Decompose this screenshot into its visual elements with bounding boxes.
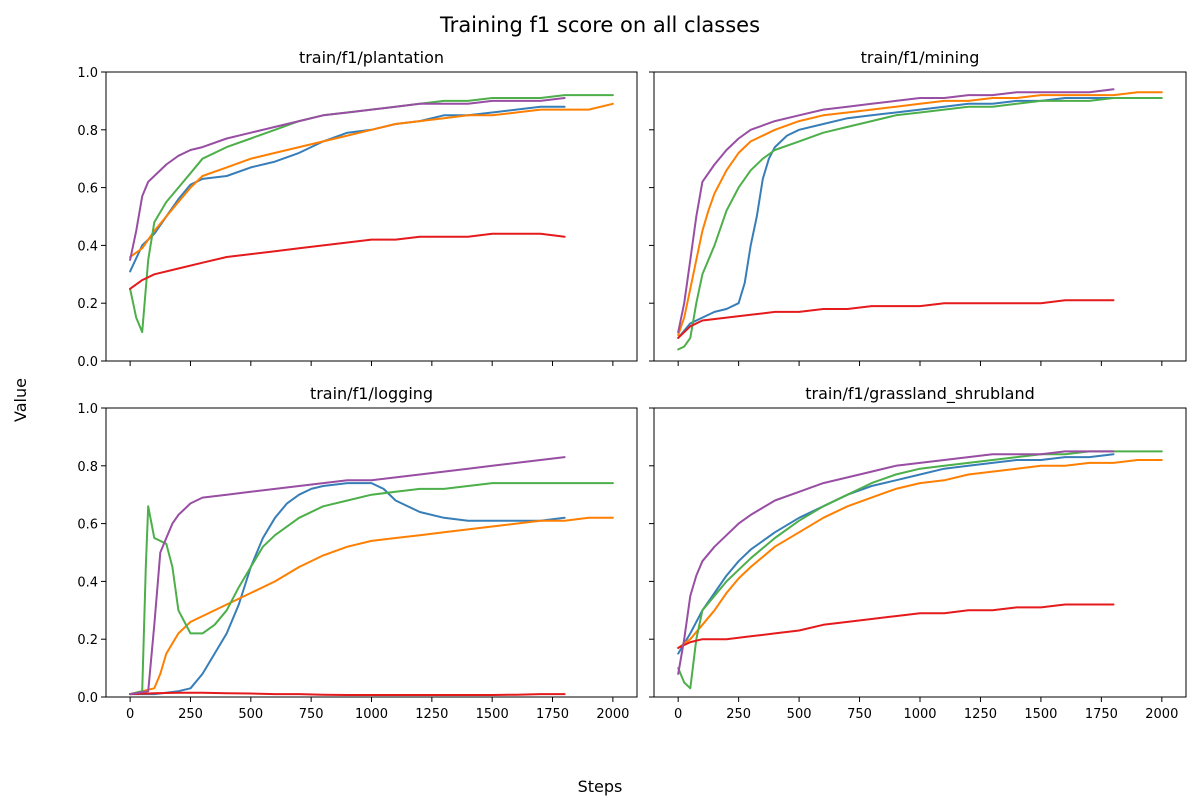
series-line-1 (129, 482, 566, 696)
series-line-2 (677, 459, 1163, 649)
x-tick-label: 1250 (415, 707, 448, 722)
series-line-4 (129, 232, 566, 290)
y-tick-label: 0.8 (77, 124, 98, 139)
subplot-2: train/f1/mining (649, 48, 1187, 366)
x-axis-label: Steps (578, 777, 623, 796)
series-line-5 (129, 456, 566, 696)
series-line-5 (677, 450, 1115, 675)
series-line-4 (129, 691, 566, 696)
x-tick-label: 1000 (903, 707, 936, 722)
x-tick-label: 1750 (1085, 707, 1118, 722)
series-line-1 (677, 97, 1115, 339)
series-line-2 (129, 102, 614, 258)
x-tick-label: 750 (847, 707, 872, 722)
series-line-4 (677, 299, 1115, 339)
series-group (677, 88, 1163, 351)
subplot-4: train/f1/grassland_shrubland 0 250 500 750 10… (649, 384, 1187, 722)
series-line-4 (677, 603, 1115, 649)
x-tick-label: 1250 (964, 707, 997, 722)
y-tick-label: 0.6 (77, 518, 98, 533)
y-tick-label: 0.0 (77, 691, 98, 706)
series-line-1 (677, 453, 1115, 655)
series-line-5 (677, 88, 1115, 334)
series-line-3 (677, 450, 1163, 690)
series-group (129, 456, 614, 696)
y-tick-label: 1.0 (77, 66, 98, 81)
series-line-2 (129, 516, 614, 696)
subplot-title: train/f1/logging (310, 384, 433, 403)
subplot-3: train/f1/logging 0.0 0.2 0.4 0.6 0.8 1.0 0 250 50… (77, 384, 638, 722)
x-tick-label: 500 (787, 707, 812, 722)
y-tick-label: 0.2 (77, 633, 98, 648)
series-group (677, 450, 1163, 690)
x-tick-label: 0 (126, 707, 134, 722)
y-tick-label: 0.2 (77, 297, 98, 312)
subplot-title: train/f1/mining (861, 48, 980, 67)
subplot-1: train/f1/plantation 0.0 0.2 0.4 0.6 0.8 1.0 (77, 48, 638, 370)
x-tick-label: 0 (674, 707, 682, 722)
subplot-title: train/f1/grassland_shrubland (805, 384, 1035, 404)
series-line-5 (129, 97, 566, 261)
x-tick-label: 250 (178, 707, 203, 722)
x-tick-label: 2000 (1145, 707, 1178, 722)
y-tick-label: 0.6 (77, 182, 98, 197)
x-tick-label: 500 (238, 707, 263, 722)
x-tick-label: 1000 (355, 707, 388, 722)
subplot-grid: train/f1/plantation0.00.20.40.60.81.0tra… (77, 48, 1187, 722)
series-line-2 (677, 91, 1163, 336)
figure-title: Training f1 score on all classes (439, 13, 760, 37)
y-tick-label: 0.4 (77, 575, 98, 590)
series-line-3 (677, 97, 1163, 351)
y-tick-label: 0.0 (77, 355, 98, 370)
x-tick-label: 750 (299, 707, 324, 722)
x-tick-label: 2000 (596, 707, 629, 722)
x-tick-label: 1500 (476, 707, 509, 722)
x-tick-label: 1750 (536, 707, 569, 722)
y-tick-label: 1.0 (77, 402, 98, 417)
x-tick-label: 250 (726, 707, 751, 722)
subplot-title: train/f1/plantation (299, 48, 444, 67)
y-tick-label: 0.4 (77, 239, 98, 254)
series-group (129, 94, 614, 334)
y-tick-label: 0.8 (77, 460, 98, 475)
y-axis-label: Value (11, 378, 30, 422)
x-tick-label: 1500 (1024, 707, 1057, 722)
